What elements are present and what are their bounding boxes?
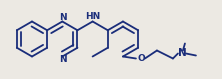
Text: N: N bbox=[178, 49, 186, 59]
Text: N: N bbox=[59, 14, 67, 23]
Text: O: O bbox=[137, 54, 145, 63]
Text: HN: HN bbox=[85, 12, 100, 21]
Text: N: N bbox=[59, 56, 67, 64]
